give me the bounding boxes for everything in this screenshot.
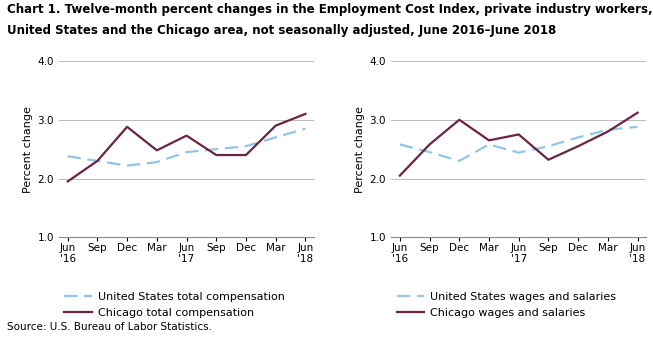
Y-axis label: Percent change: Percent change xyxy=(355,106,366,193)
Text: Chart 1. Twelve-month percent changes in the Employment Cost Index, private indu: Chart 1. Twelve-month percent changes in… xyxy=(7,3,652,16)
Legend: United States total compensation, Chicago total compensation: United States total compensation, Chicag… xyxy=(65,292,285,318)
Y-axis label: Percent change: Percent change xyxy=(24,106,33,193)
Text: United States and the Chicago area, not seasonally adjusted, June 2016–June 2018: United States and the Chicago area, not … xyxy=(7,24,556,37)
Legend: United States wages and salaries, Chicago wages and salaries: United States wages and salaries, Chicag… xyxy=(396,292,616,318)
Text: Source: U.S. Bureau of Labor Statistics.: Source: U.S. Bureau of Labor Statistics. xyxy=(7,322,212,332)
